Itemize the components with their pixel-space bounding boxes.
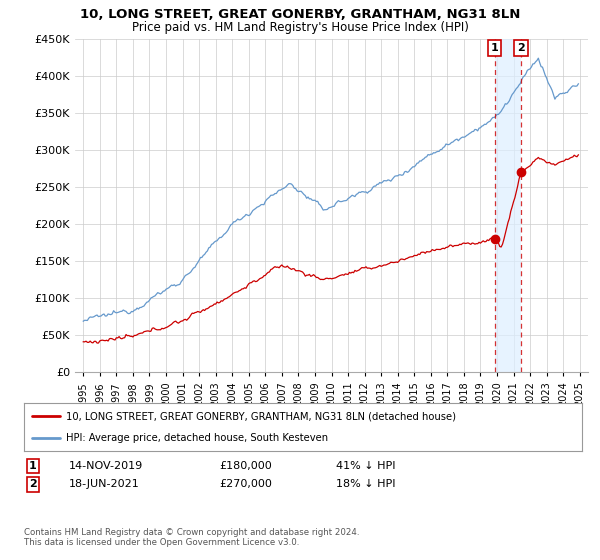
Text: 10, LONG STREET, GREAT GONERBY, GRANTHAM, NG31 8LN: 10, LONG STREET, GREAT GONERBY, GRANTHAM…: [80, 8, 520, 21]
Text: 18% ↓ HPI: 18% ↓ HPI: [336, 479, 395, 489]
Text: 2: 2: [517, 43, 525, 53]
Text: Price paid vs. HM Land Registry's House Price Index (HPI): Price paid vs. HM Land Registry's House …: [131, 21, 469, 34]
Text: £270,000: £270,000: [219, 479, 272, 489]
Bar: [495, 39, 521, 372]
Text: 18-JUN-2021: 18-JUN-2021: [69, 479, 140, 489]
Text: 2: 2: [29, 479, 37, 489]
Text: £180,000: £180,000: [219, 461, 272, 471]
Text: Contains HM Land Registry data © Crown copyright and database right 2024.
This d: Contains HM Land Registry data © Crown c…: [24, 528, 359, 547]
Text: 14-NOV-2019: 14-NOV-2019: [69, 461, 143, 471]
Text: 10, LONG STREET, GREAT GONERBY, GRANTHAM, NG31 8LN (detached house): 10, LONG STREET, GREAT GONERBY, GRANTHAM…: [66, 411, 456, 421]
Text: 1: 1: [29, 461, 37, 471]
Text: HPI: Average price, detached house, South Kesteven: HPI: Average price, detached house, Sout…: [66, 433, 328, 443]
Text: 1: 1: [491, 43, 499, 53]
Text: 41% ↓ HPI: 41% ↓ HPI: [336, 461, 395, 471]
